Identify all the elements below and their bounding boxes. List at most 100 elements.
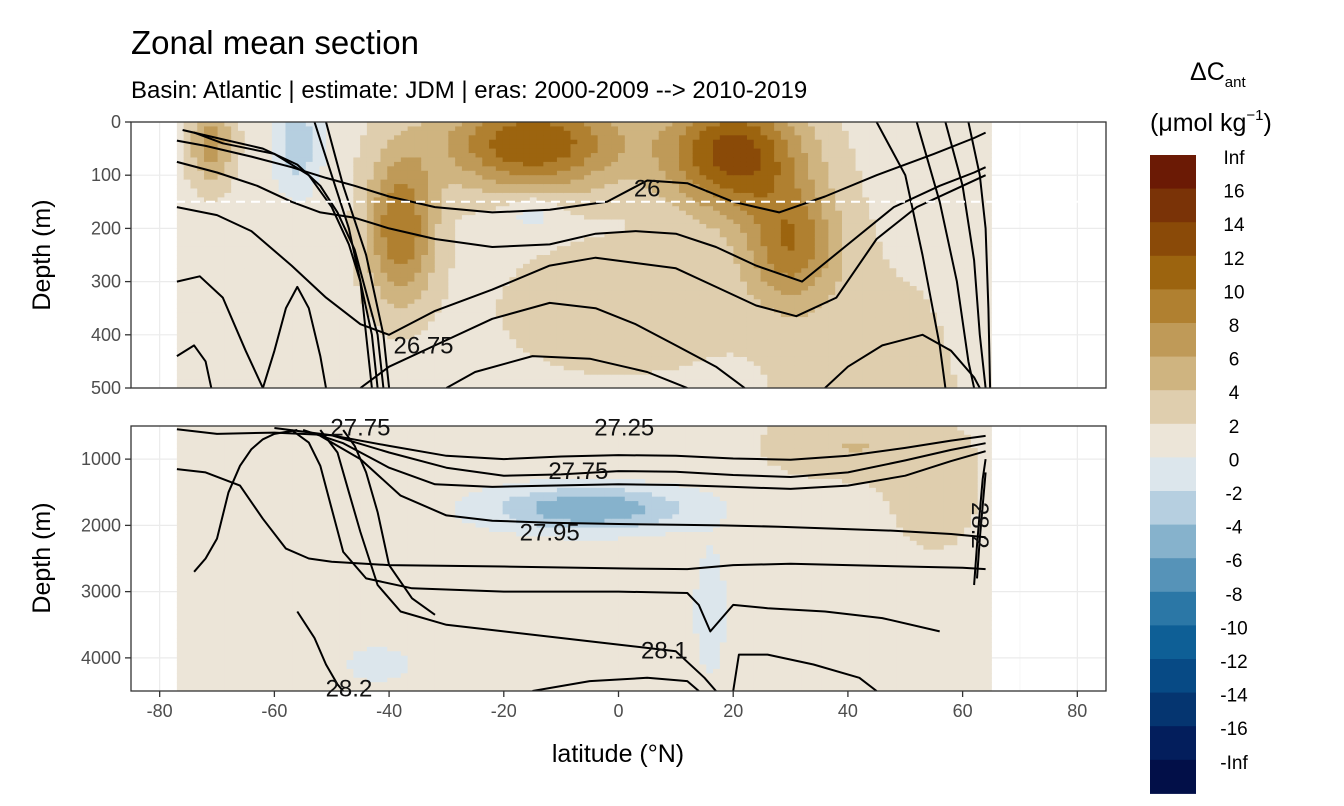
field-cell: [509, 343, 517, 349]
field-cell: [658, 379, 667, 385]
field-cell: [231, 184, 239, 190]
field-cell: [183, 246, 192, 252]
field-cell: [495, 210, 504, 216]
field-cell: [550, 201, 558, 207]
field-cell: [665, 259, 673, 265]
field-cell: [258, 286, 266, 292]
field-cell: [523, 241, 531, 247]
field-cell: [427, 192, 436, 198]
field-cell: [251, 383, 259, 388]
field-cell: [577, 223, 585, 229]
field-cell: [434, 179, 443, 185]
field-cell: [387, 294, 395, 300]
field-cell: [332, 294, 341, 300]
field-cell: [665, 161, 673, 167]
field-cell: [489, 255, 497, 261]
field-cell: [455, 308, 463, 314]
field-cell: [427, 281, 436, 287]
field-cell: [719, 330, 728, 336]
field-cell: [346, 334, 354, 340]
field-cell: [421, 286, 429, 292]
field-cell: [543, 184, 551, 190]
field-cell: [679, 250, 687, 256]
field-cell: [556, 330, 565, 336]
field-cell: [495, 281, 504, 287]
field-cell: [176, 255, 185, 261]
field-cell: [204, 259, 212, 265]
field-cell: [624, 170, 633, 176]
field-cell: [550, 330, 558, 336]
field-cell: [421, 321, 429, 327]
field-cell: [387, 321, 395, 327]
field-cell: [265, 286, 273, 292]
field-cell: [611, 201, 619, 207]
field-cell: [651, 294, 660, 300]
field-cell: [258, 197, 266, 203]
field-cell: [210, 299, 219, 305]
field-cell: [197, 237, 205, 243]
field-cell: [577, 321, 585, 327]
field-cell: [346, 303, 354, 309]
field-cell: [414, 325, 422, 331]
field-cell: [204, 325, 212, 331]
field-cell: [407, 144, 416, 150]
field-cell: [204, 308, 212, 314]
field-cell: [461, 135, 470, 141]
field-cell: [679, 175, 687, 181]
field-cell: [550, 250, 558, 256]
field-cell: [509, 294, 517, 300]
field-cell: [407, 268, 416, 274]
field-cell: [244, 343, 253, 349]
field-cell: [590, 122, 599, 128]
field-cell: [448, 179, 456, 185]
field-cell: [299, 135, 307, 141]
field-cell: [339, 370, 348, 376]
field-cell: [441, 374, 449, 380]
field-cell: [434, 281, 443, 287]
field-cell: [380, 246, 388, 252]
field-cell: [550, 365, 558, 371]
field-cell: [299, 188, 307, 194]
field-cell: [441, 277, 449, 283]
field-cell: [665, 250, 673, 256]
field-cell: [299, 223, 307, 229]
field-cell: [733, 135, 741, 141]
field-cell: [590, 303, 599, 309]
field-cell: [584, 197, 592, 203]
field-cell: [346, 263, 354, 269]
field-cell: [414, 379, 422, 385]
field-cell: [339, 153, 348, 159]
field-cell: [326, 268, 334, 274]
field-cell: [183, 237, 192, 243]
field-cell: [176, 166, 185, 172]
field-cell: [414, 361, 422, 367]
field-cell: [271, 383, 280, 388]
field-cell: [509, 130, 517, 136]
field-cell: [624, 130, 633, 136]
field-cell: [556, 263, 565, 269]
field-cell: [651, 383, 660, 388]
field-cell: [455, 281, 463, 287]
field-cell: [713, 334, 721, 340]
field-cell: [217, 197, 225, 203]
field-cell: [604, 215, 612, 221]
field-cell: [326, 281, 334, 287]
field-cell: [699, 339, 707, 345]
field-cell: [556, 153, 565, 159]
field-cell: [604, 166, 612, 172]
field-cell: [305, 325, 314, 331]
field-cell: [658, 197, 667, 203]
field-cell: [366, 122, 375, 128]
field-cell: [550, 334, 558, 340]
field-cell: [237, 179, 246, 185]
field-cell: [407, 299, 416, 305]
field-cell: [685, 126, 694, 132]
field-cell: [713, 175, 721, 181]
field-cell: [285, 374, 293, 380]
field-cell: [305, 294, 314, 300]
field-cell: [339, 250, 348, 256]
field-cell: [366, 339, 375, 345]
field-cell: [312, 232, 321, 238]
field-cell: [719, 383, 728, 388]
field-cell: [197, 192, 205, 198]
